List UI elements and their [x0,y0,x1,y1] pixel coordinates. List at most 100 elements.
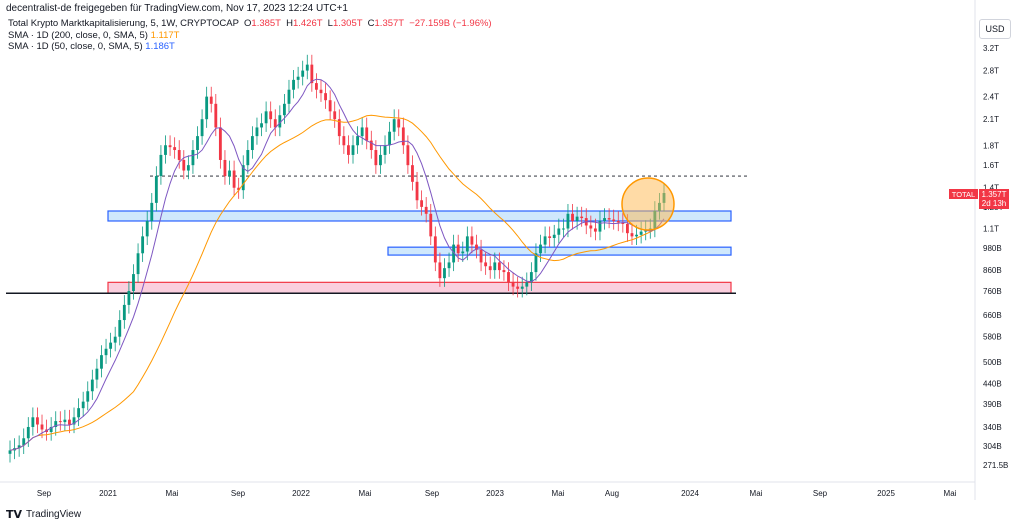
candle-body [40,424,44,430]
candle-body [269,111,273,120]
candle-body [150,202,154,221]
candle-body [118,320,122,337]
candle-body [113,336,117,343]
currency-selector[interactable]: USD [979,19,1011,39]
legend-symbol-row[interactable]: Total Krypto Marktkapitalisierung, 5, 1W… [8,18,492,30]
candle-body [200,119,204,137]
candle-body [301,70,305,77]
candle-body [72,417,76,425]
y-tick-label: 2.4T [983,93,999,102]
candle-body [145,220,149,237]
candle-body [360,127,364,137]
y-tick-label: 760B [983,287,1002,296]
candle-body [287,89,291,104]
candle-body [95,368,99,380]
candle-body [580,216,584,219]
candle-body [625,223,629,234]
candle-body [296,76,300,80]
candle-body [127,291,131,305]
candle-body [470,236,474,245]
candle-body [388,131,392,146]
candle-body [86,391,90,402]
price-tag-label: TOTAL [952,190,975,199]
candle-body [529,272,533,283]
candle-body [68,419,71,425]
candle-body [264,111,268,124]
price-tag-bg [979,189,1009,209]
x-tick-label: Mai [552,489,565,498]
candle-body [333,111,337,120]
candle-body [177,150,181,160]
sma200-line [9,114,665,451]
price-tag-countdown: 2d 13h [982,199,1006,208]
x-tick-label: Sep [231,489,246,498]
tradingview-logo[interactable]: TV TradingView [6,508,81,521]
y-tick-label: 304B [983,442,1002,451]
candle-body [31,417,35,427]
candle-body [406,145,410,166]
x-tick-label: Aug [605,489,619,498]
candle-body [575,216,579,221]
y-tick-label: 1.8T [983,141,999,150]
candle-body [369,140,373,151]
legend-symbol: Total Krypto Marktkapitalisierung, 5, 1W… [8,18,239,29]
candle-body [342,136,346,146]
candle-body [415,181,419,201]
candle-body [173,147,177,151]
tradingview-logo-icon: TV [6,508,23,521]
sma50-line [9,78,665,451]
candle-body [516,286,520,289]
y-tick-label: 2.1T [983,115,999,124]
candle-body [22,438,26,446]
candle-body [49,426,53,433]
candle-body [26,426,30,439]
candle-body [122,304,126,321]
candle-body [488,266,492,271]
candle-body [543,236,547,245]
candle-body [571,213,574,221]
candle-body [429,213,433,237]
y-tick-label: 980B [983,244,1002,253]
candle-body [497,262,501,271]
candle-body [81,401,85,409]
lower-blue-zone [387,246,732,256]
candle-body [616,220,620,223]
candle-body [635,234,638,237]
candle-body [379,154,382,166]
price-tag-value: 1.357T [982,190,1007,199]
price-tag-label-bg [949,189,978,199]
y-tick-label: 1.4T [983,184,999,193]
red-zone [107,281,732,294]
tradingview-logo-text: TradingView [26,509,82,520]
legend-ohlc-l: 1.305T [332,18,363,29]
candle-body [100,355,103,369]
candle-body [310,64,314,84]
candle-body [328,100,332,112]
candle-body [132,274,135,292]
candle-body [223,159,227,177]
candle-body [90,379,94,392]
candle-body [186,165,190,171]
y-tick-label: 580B [983,333,1002,342]
candle-body [228,170,231,177]
y-tick-label: 390B [983,400,1002,409]
legend-ohlc-o-key: O [244,18,252,29]
legend-sma50-row[interactable]: SMA · 1D (50, close, 0, SMA, 5) 1.186T [8,41,492,53]
candle-body [397,119,401,128]
candle-body [383,145,387,155]
legend-sma50-value: 1.186T [145,41,175,52]
candle-body [392,119,396,132]
candle-body [250,136,254,151]
candle-body [109,342,113,349]
candle-body [168,145,172,148]
candle-body [214,103,218,128]
legend-ohlc-o: 1.385T [251,18,281,29]
candle-body [465,236,469,252]
candle-body [154,176,158,203]
legend-sma200-row[interactable]: SMA · 1D (200, close, 0, SMA, 5) 1.117T [8,30,492,42]
legend-ohlc-h-key: H [286,18,293,29]
candle-body [374,150,378,166]
candle-body [630,233,634,237]
x-tick-label: 2021 [99,489,117,498]
